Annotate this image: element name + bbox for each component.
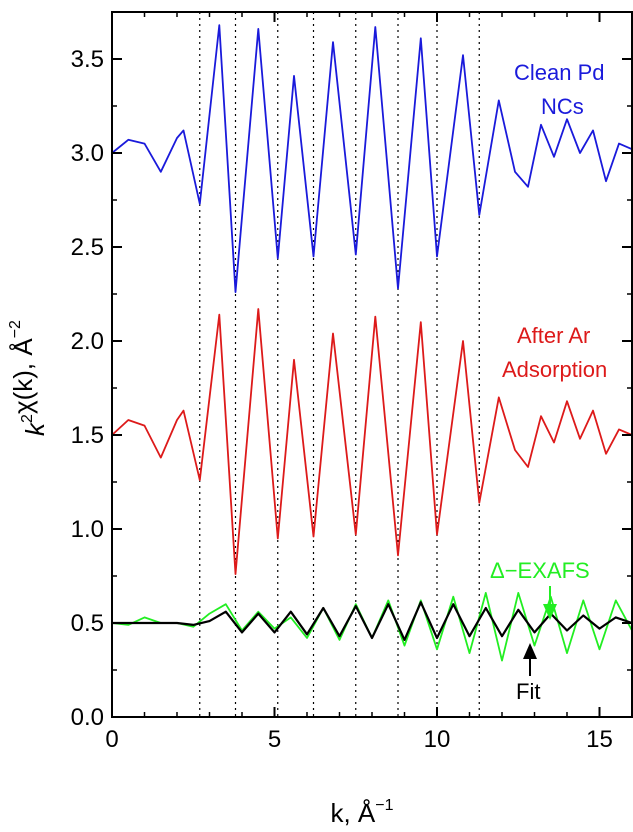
delta-exafs-arrow-head <box>543 604 557 620</box>
y-tick-label: 1.0 <box>71 516 104 543</box>
clean-pd-label-line1: Clean Pd <box>514 60 605 85</box>
x-axis-ticks: 0 5 10 15 <box>105 12 633 753</box>
y-axis-title: k2χ(k), Å−2 <box>7 320 50 436</box>
clean-series-line <box>111 24 633 293</box>
vertical-dotted-lines <box>199 12 480 717</box>
y-tick-label: 2.0 <box>71 328 104 355</box>
y-tick-label: 0.0 <box>71 704 104 731</box>
after-ar-label-line2: Adsorption <box>502 357 607 382</box>
x-tick-label: 5 <box>268 726 281 753</box>
after-ar-label-line1: After Ar <box>517 323 590 348</box>
delta-series-line <box>111 592 633 662</box>
clean-pd-label-line2: NCs <box>541 94 584 119</box>
fit-label: Fit <box>516 679 540 704</box>
x-tick-label: 15 <box>586 726 613 753</box>
y-tick-label: 3.5 <box>71 46 104 73</box>
ar-series-line <box>111 308 633 575</box>
x-tick-label: 0 <box>105 726 118 753</box>
x-tick-label: 10 <box>424 726 451 753</box>
y-axis-ticks: 0.0 0.5 1.0 1.5 2.0 2.5 3.0 3.5 <box>71 46 632 731</box>
y-tick-label: 1.5 <box>71 422 104 449</box>
x-axis-title: k, Å−1 <box>330 797 393 828</box>
delta-exafs-label: Δ−EXAFS <box>490 558 590 583</box>
fit-arrow-head <box>523 643 537 659</box>
y-tick-label: 3.0 <box>71 140 104 167</box>
y-tick-label: 2.5 <box>71 234 104 261</box>
y-tick-label: 0.5 <box>71 610 104 637</box>
